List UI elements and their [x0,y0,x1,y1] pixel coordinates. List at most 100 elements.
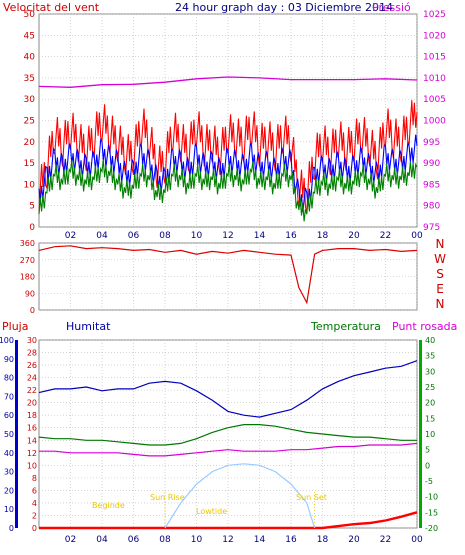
dewpoint-line [39,442,418,457]
sunset-label: Sun Set [296,493,327,502]
temperature-tick-label: -15 [425,508,438,517]
x-tick-label: 02 [65,231,76,241]
humidity-tick-label: 60 [4,411,14,420]
direction-tick-label: 360 [20,239,35,248]
x-tick-label: 18 [317,231,329,241]
x-tick-label: 16 [285,231,297,241]
rain-tick-label: 2 [32,511,37,520]
direction-tick-label: 0 [30,306,35,315]
rain-tick-label: 0 [32,524,37,533]
temperature-tick-label: 40 [425,336,435,345]
x-tick-label: 10 [191,535,203,545]
temperature-tick-label: 0 [425,461,430,470]
x-tick-label: 06 [128,535,140,545]
humidity-label: Humitat [66,320,111,333]
humidity-tick-label: 70 [4,392,14,401]
y-right-tick-label: 1015 [423,53,446,63]
x-tick-label: 04 [96,231,108,241]
wind-average-line [38,134,418,213]
temperature-tick-label: 25 [425,383,435,392]
x-tick-label: 16 [285,535,297,545]
x-tick-label: 00 [411,231,423,241]
y-left-tick-label: 25 [24,117,35,127]
wind-direction-line [38,245,418,305]
temperature-tick-label: 10 [425,430,435,439]
direction-tick-label: 180 [20,273,35,282]
y-right-tick-label: 995 [423,138,440,148]
y-right-tick-label: 1025 [423,10,446,20]
rain-tick-label: 10 [27,461,37,470]
humidity-axis-bar [15,340,18,528]
humidity-line [38,360,418,418]
y-right-tick-label: 1020 [423,31,446,41]
temperature-axis-bar [419,340,422,528]
pressure-label: Pressió [372,1,411,14]
direction-tick-label: 270 [20,256,35,265]
pressure-line [38,76,418,88]
y-right-tick-label: 975 [423,223,440,233]
wind-pressure-chart: Velocitat del vent 24 hour graph day : 0… [3,1,446,241]
y-right-tick-label: 980 [423,202,440,212]
temperature-tick-label: 15 [425,414,435,423]
y-left-tick-label: 10 [24,180,36,190]
rain-tick-label: 4 [32,499,37,508]
temperature-label: Temperatura [310,320,381,333]
rain-line [39,511,418,530]
temperature-tick-label: -10 [425,493,438,502]
rain-tick-label: 26 [27,361,37,370]
x-tick-label: 20 [348,231,360,241]
x-tick-label: 14 [254,231,266,241]
temperature-tick-label: 30 [425,367,435,376]
wind-speed-label: Velocitat del vent [3,1,100,14]
humidity-tick-label: 80 [4,374,14,383]
rain-label: Pluja [2,320,28,333]
compass-letter: N [436,297,445,311]
y-right-tick-label: 985 [423,180,440,190]
rain-tick-label: 18 [27,411,37,420]
humidity-tick-label: 10 [4,505,14,514]
humidity-tick-label: 20 [4,486,14,495]
sun-arc-line [164,463,316,529]
rain-tick-label: 28 [27,349,37,358]
x-tick-label: 04 [96,535,108,545]
rain-tick-label: 22 [27,386,37,395]
compass-letter: W [434,252,446,266]
humidity-tick-label: 40 [4,449,14,458]
humidity-tick-label: 30 [4,468,14,477]
humidity-tick-label: 100 [0,336,14,345]
x-tick-label: 00 [411,535,423,545]
y-left-tick-label: 20 [24,138,36,148]
y-left-tick-label: 50 [24,10,36,20]
y-left-tick-label: 0 [29,223,35,233]
x-tick-label: 22 [380,231,391,241]
x-tick-label: 10 [191,231,203,241]
x-tick-label: 08 [159,231,171,241]
y-left-tick-label: 45 [24,31,35,41]
x-tick-label: 18 [317,535,329,545]
wind-gust-line [38,159,418,222]
temperature-tick-label: 5 [425,446,430,455]
y-left-tick-label: 40 [24,53,36,63]
x-tick-label: 20 [348,535,360,545]
humidity-tick-label: 90 [4,355,14,364]
x-tick-label: 02 [65,535,76,545]
y-left-tick-label: 5 [29,202,35,212]
x-tick-label: 12 [222,231,233,241]
y-right-tick-label: 1010 [423,74,446,84]
y-left-tick-label: 35 [24,74,35,84]
chart-title: 24 hour graph day : 03 Diciembre 2014 [175,1,393,14]
dewpoint-label: Punt rosada [392,320,457,333]
direction-tick-label: 90 [25,289,35,298]
x-tick-label: 06 [128,231,140,241]
temperature-tick-label: -20 [425,524,438,533]
rain-tick-label: 14 [27,436,37,445]
y-left-tick-label: 15 [24,159,35,169]
compass-letter: S [436,267,444,281]
low-tide-label: Lowtide [196,507,227,516]
temperature-humidity-chart: Pluja Humitat Temperatura Punt rosada 0 1… [0,320,457,545]
day-length-label: Beginde [92,501,125,510]
y-left-tick-label: 30 [24,95,36,105]
rain-tick-label: 24 [27,374,37,383]
